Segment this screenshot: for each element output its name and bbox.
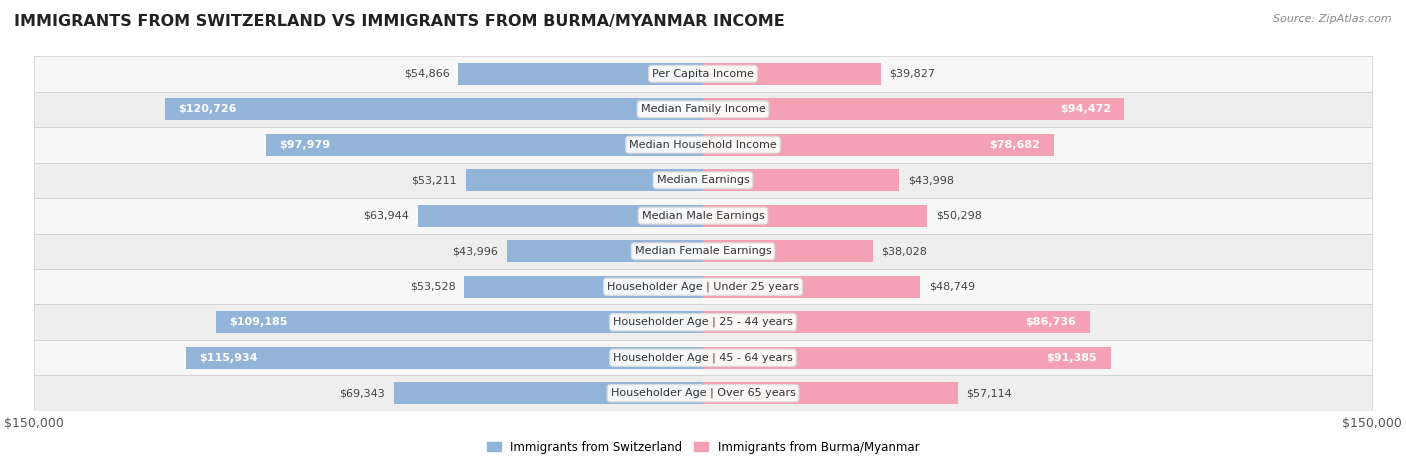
Text: $43,998: $43,998	[908, 175, 955, 185]
Bar	[34, 92, 1372, 127]
Text: $78,682: $78,682	[990, 140, 1040, 150]
Text: $94,472: $94,472	[1060, 104, 1111, 114]
Bar	[506, 240, 703, 262]
Text: $38,028: $38,028	[882, 246, 928, 256]
Bar	[34, 234, 1372, 269]
Bar	[186, 347, 703, 369]
Text: $57,114: $57,114	[966, 388, 1012, 398]
Bar	[394, 382, 703, 404]
Bar	[703, 311, 1090, 333]
Text: $120,726: $120,726	[179, 104, 236, 114]
Bar	[34, 304, 1372, 340]
Text: Householder Age | Over 65 years: Householder Age | Over 65 years	[610, 388, 796, 398]
Text: Median Household Income: Median Household Income	[628, 140, 778, 150]
Bar	[34, 127, 1372, 163]
Text: IMMIGRANTS FROM SWITZERLAND VS IMMIGRANTS FROM BURMA/MYANMAR INCOME: IMMIGRANTS FROM SWITZERLAND VS IMMIGRANT…	[14, 14, 785, 29]
Text: $97,979: $97,979	[280, 140, 330, 150]
Bar	[703, 347, 1111, 369]
Bar	[703, 276, 921, 298]
Text: $91,385: $91,385	[1046, 353, 1097, 363]
Legend: Immigrants from Switzerland, Immigrants from Burma/Myanmar: Immigrants from Switzerland, Immigrants …	[482, 436, 924, 458]
Bar	[34, 340, 1372, 375]
Text: $109,185: $109,185	[229, 317, 288, 327]
Bar	[703, 382, 957, 404]
Bar	[703, 98, 1125, 120]
Text: Per Capita Income: Per Capita Income	[652, 69, 754, 79]
Text: Median Male Earnings: Median Male Earnings	[641, 211, 765, 221]
Bar	[34, 198, 1372, 234]
Bar	[703, 134, 1054, 156]
Bar	[703, 240, 873, 262]
Bar	[34, 163, 1372, 198]
Text: $39,827: $39,827	[890, 69, 935, 79]
Bar	[266, 134, 703, 156]
Text: Householder Age | Under 25 years: Householder Age | Under 25 years	[607, 282, 799, 292]
Text: Householder Age | 45 - 64 years: Householder Age | 45 - 64 years	[613, 353, 793, 363]
Text: $53,211: $53,211	[411, 175, 457, 185]
Text: $48,749: $48,749	[929, 282, 976, 292]
Text: $115,934: $115,934	[200, 353, 257, 363]
Text: $63,944: $63,944	[363, 211, 409, 221]
Text: Median Female Earnings: Median Female Earnings	[634, 246, 772, 256]
Bar	[703, 205, 928, 227]
Bar	[34, 269, 1372, 304]
Text: Source: ZipAtlas.com: Source: ZipAtlas.com	[1274, 14, 1392, 24]
Text: $86,736: $86,736	[1025, 317, 1077, 327]
Bar	[418, 205, 703, 227]
Bar	[165, 98, 703, 120]
Text: Median Earnings: Median Earnings	[657, 175, 749, 185]
Text: $50,298: $50,298	[936, 211, 981, 221]
Text: $43,996: $43,996	[451, 246, 498, 256]
Bar	[217, 311, 703, 333]
Bar	[464, 276, 703, 298]
Bar	[465, 169, 703, 191]
Text: Householder Age | 25 - 44 years: Householder Age | 25 - 44 years	[613, 317, 793, 327]
Text: $53,528: $53,528	[409, 282, 456, 292]
Bar	[34, 375, 1372, 411]
Bar	[703, 169, 900, 191]
Bar	[703, 63, 880, 85]
Text: $69,343: $69,343	[339, 388, 385, 398]
Bar	[34, 56, 1372, 92]
Bar	[458, 63, 703, 85]
Text: Median Family Income: Median Family Income	[641, 104, 765, 114]
Text: $54,866: $54,866	[404, 69, 450, 79]
